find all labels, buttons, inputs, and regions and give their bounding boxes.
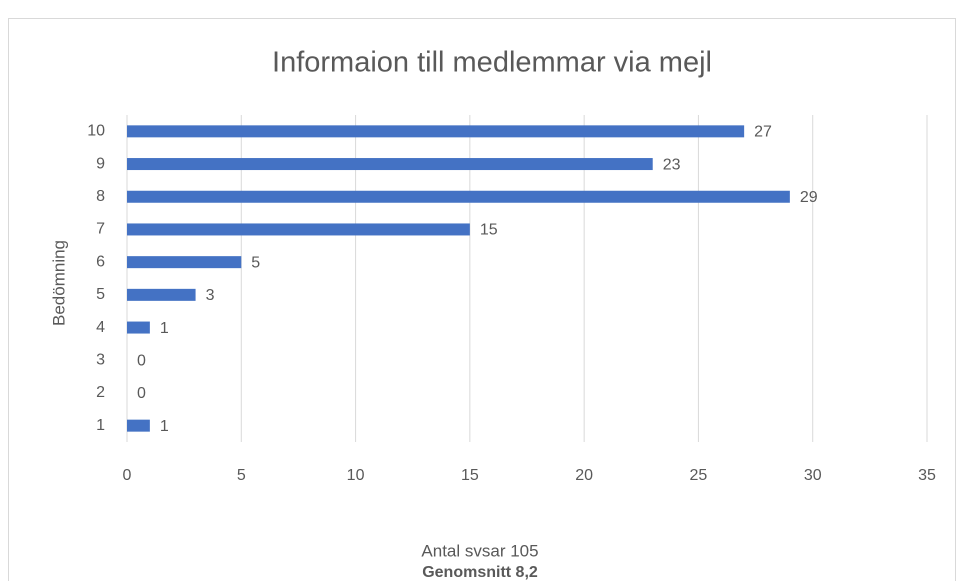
x-axis-title: Antal svsar 105 [421, 541, 538, 560]
bar [127, 256, 242, 269]
subtitle: Genomsnitt 8,2 [422, 564, 538, 581]
chart-title: Informaion till medlemmar via mejl [272, 47, 712, 79]
data-label: 5 [251, 254, 260, 271]
x-tick-label: 35 [918, 467, 936, 484]
y-tick-label: 3 [96, 351, 105, 368]
bar [127, 288, 196, 301]
y-tick-label: 2 [96, 384, 105, 401]
y-tick-label: 10 [87, 123, 105, 140]
data-label: 15 [480, 222, 498, 239]
x-tick-label: 5 [237, 467, 246, 484]
x-tick-label: 0 [123, 467, 132, 484]
data-label: 0 [137, 385, 146, 402]
x-tick-label: 10 [347, 467, 365, 484]
data-label: 3 [206, 287, 215, 304]
data-label: 27 [754, 124, 772, 141]
data-label: 23 [663, 156, 681, 173]
y-axis-title: Bedömning [49, 240, 68, 326]
x-tick-label: 15 [461, 467, 479, 484]
bar [127, 125, 745, 138]
bar [127, 190, 790, 203]
bar [127, 223, 470, 236]
bar [127, 321, 150, 334]
y-tick-label: 7 [96, 221, 105, 238]
data-label: 29 [800, 189, 818, 206]
y-tick-label: 9 [96, 155, 105, 172]
bar [127, 158, 653, 171]
y-tick-label: 8 [96, 188, 105, 205]
data-label: 1 [160, 418, 169, 435]
data-label: 1 [160, 320, 169, 337]
y-tick-label: 5 [96, 286, 105, 303]
x-tick-label: 25 [690, 467, 708, 484]
x-tick-label: 30 [804, 467, 822, 484]
data-label: 0 [137, 352, 146, 369]
x-tick-label: 20 [575, 467, 593, 484]
y-tick-label: 6 [96, 253, 105, 270]
bar [127, 419, 150, 432]
y-tick-label: 1 [96, 417, 105, 434]
y-tick-label: 4 [96, 319, 105, 336]
